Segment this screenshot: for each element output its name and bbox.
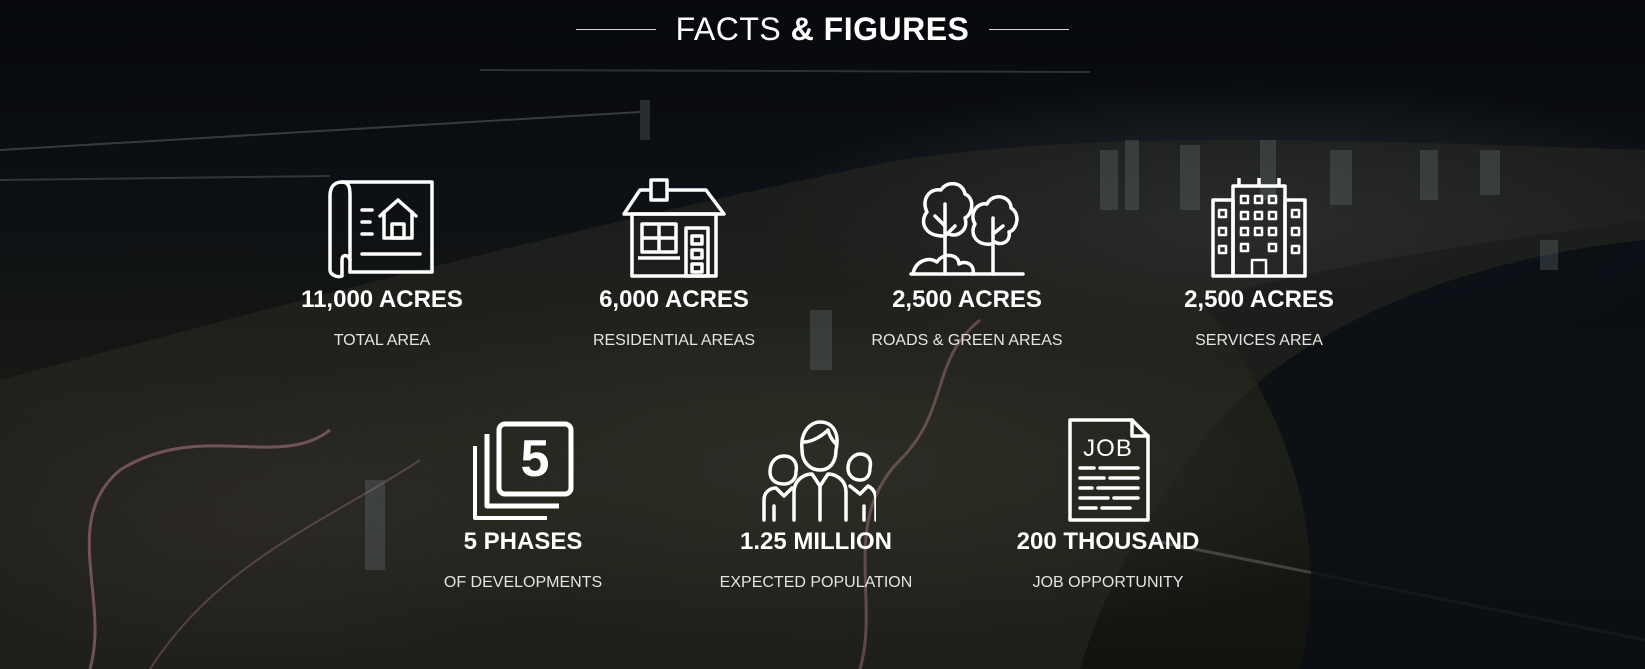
stat-label: JOB OPPORTUNITY: [1032, 574, 1184, 591]
stat-label: OF DEVELOPMENTS: [443, 574, 603, 591]
stat-value: 1.25 MILLION: [739, 528, 893, 555]
stat-value: 200 THOUSAND: [1016, 528, 1200, 555]
title-light-part: FACTS: [675, 10, 782, 47]
stat-label: TOTAL AREA: [333, 332, 431, 349]
building-icon: [1199, 174, 1319, 282]
stat-label: SERVICES AREA: [1195, 332, 1323, 349]
stat-total-area: 11,000 ACRES TOTAL AREA: [252, 174, 512, 350]
stat-residential-areas: 6,000 ACRES RESIDENTIAL AREAS: [544, 174, 804, 350]
stat-label: RESIDENTIAL AREAS: [592, 332, 756, 349]
header-left-divider: [575, 28, 656, 30]
stat-value: 5 PHASES: [463, 528, 583, 555]
stat-value: 11,000 ACRES: [301, 286, 463, 313]
stat-services-area: 2,500 ACRES SERVICES AREA: [1129, 174, 1389, 350]
section-title: FACTS & FIGURES: [676, 11, 970, 48]
stat-roads-green-areas: 2,500 ACRES ROADS & GREEN AREAS: [837, 174, 1097, 350]
section-header: FACTS & FIGURES: [0, 4, 1645, 54]
stat-label: ROADS & GREEN AREAS: [871, 332, 1063, 349]
phases-five-icon: 5: [463, 416, 583, 524]
svg-text:5: 5: [521, 430, 550, 488]
blueprint-house-icon: [322, 174, 442, 282]
header-right-divider: [989, 28, 1070, 30]
stat-phases: 5 5 PHASES OF DEVELOPMENTS: [393, 416, 653, 592]
stat-population: 1.25 MILLION EXPECTED POPULATION: [686, 416, 946, 592]
stat-value: 2,500 ACRES: [892, 286, 1042, 313]
stat-value: 6,000 ACRES: [599, 286, 749, 313]
house-icon: [614, 174, 734, 282]
people-icon: [756, 416, 878, 524]
stat-job-opportunity: JOB 200 THOUSAND JOB OPPORTUNITY: [978, 416, 1238, 592]
job-document-icon: JOB: [1048, 416, 1168, 524]
title-bold-part: & FIGURES: [790, 10, 970, 47]
stat-label: EXPECTED POPULATION: [719, 574, 913, 591]
trees-icon: [907, 174, 1027, 282]
svg-text:JOB: JOB: [1083, 435, 1133, 462]
stat-value: 2,500 ACRES: [1184, 286, 1334, 313]
